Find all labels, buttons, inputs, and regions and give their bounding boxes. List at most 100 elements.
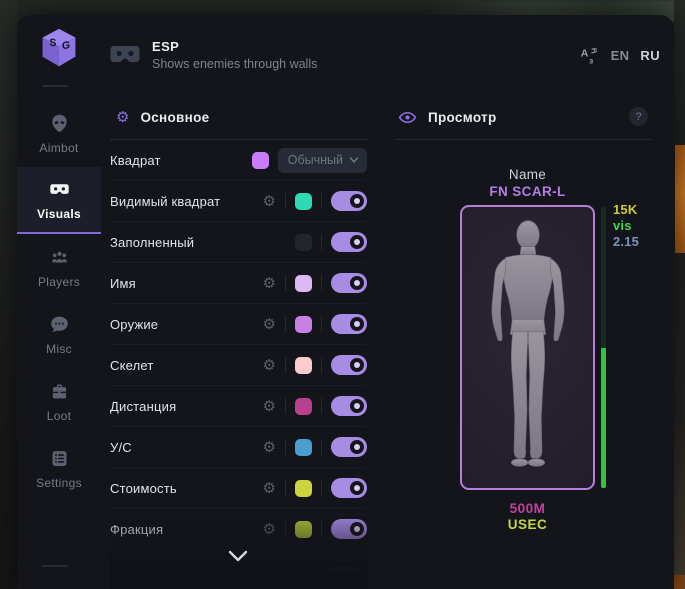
lang-en-button[interactable]: EN <box>610 47 630 63</box>
settings-row: Квадрат Обычный <box>110 140 367 181</box>
background-edge-left <box>0 0 17 589</box>
divider <box>285 521 286 537</box>
sidebar: S G Aimbot Visuals <box>17 15 101 589</box>
settings-list-icon <box>52 450 66 466</box>
toggle-switch[interactable] <box>331 191 367 211</box>
background-edge <box>674 0 685 589</box>
sidebar-item-aimbot[interactable]: Aimbot <box>17 100 101 167</box>
style-dropdown[interactable]: Обычный <box>277 147 367 173</box>
color-swatch[interactable] <box>295 315 312 333</box>
color-swatch[interactable] <box>295 233 312 251</box>
sidebar-nav: Aimbot Visuals <box>17 100 101 502</box>
vr-goggles-icon <box>49 183 69 194</box>
faded-next-toggle <box>325 567 361 587</box>
toggle-switch[interactable] <box>331 396 367 416</box>
divider <box>321 193 322 209</box>
settings-section-header: ⚙ Основное <box>110 95 367 140</box>
target-info: Name FN SCAR-L <box>395 167 660 199</box>
svg-text:G: G <box>62 39 70 52</box>
main-area: ESP Shows enemies through walls A з EN R… <box>101 15 674 589</box>
scroll-more-button[interactable] <box>226 549 250 565</box>
settings-row: Оружие ⚙ <box>110 304 367 345</box>
target-stats: 15K vis 2.15 <box>613 203 639 249</box>
sidebar-item-settings[interactable]: Settings <box>17 435 101 502</box>
color-swatch[interactable] <box>295 479 312 497</box>
gear-icon[interactable]: ⚙ <box>262 356 276 374</box>
gear-icon[interactable]: ⚙ <box>262 192 276 210</box>
target-name-label: Name <box>508 167 547 182</box>
gear-icon[interactable]: ⚙ <box>262 479 276 497</box>
background-orange-object <box>675 145 685 253</box>
color-swatch[interactable] <box>295 438 312 456</box>
target-faction-label: USEC <box>507 517 548 532</box>
alien-icon <box>51 114 67 132</box>
stat-distance: 2.15 <box>613 234 640 249</box>
settings-row: Дистанция ⚙ <box>110 386 367 427</box>
sidebar-item-label: Loot <box>46 408 72 423</box>
toggle-knob <box>350 317 364 331</box>
preview-stage: Name FN SCAR-L <box>395 140 651 589</box>
lang-ru-button[interactable]: RU <box>640 47 660 63</box>
color-swatch[interactable] <box>295 192 312 210</box>
sidebar-item-loot[interactable]: Loot <box>17 368 101 435</box>
divider <box>321 316 322 332</box>
help-button[interactable]: ? <box>629 107 648 126</box>
toggle-switch[interactable] <box>331 478 367 498</box>
sidebar-bottom-divider <box>42 565 68 567</box>
setting-label: Имя <box>110 275 136 291</box>
sidebar-item-label: Visuals <box>37 206 81 221</box>
settings-row: Скелет ⚙ <box>110 345 367 386</box>
toggle-knob <box>350 522 364 536</box>
settings-row: Фракция ⚙ <box>110 509 367 550</box>
settings-row: Заполненный <box>110 222 367 263</box>
toggle-switch[interactable] <box>331 232 367 252</box>
color-swatch[interactable] <box>295 520 312 538</box>
gear-icon[interactable]: ⚙ <box>262 315 276 333</box>
sidebar-item-visuals[interactable]: Visuals <box>17 167 101 234</box>
setting-label: Скелет <box>110 357 154 373</box>
eye-icon <box>398 111 417 123</box>
preview-section-title: Просмотр <box>428 109 497 125</box>
gear-icon[interactable]: ⚙ <box>262 397 276 415</box>
gear-icon[interactable]: ⚙ <box>262 438 276 456</box>
svg-text:A: A <box>580 47 588 59</box>
svg-text:з: з <box>589 55 593 65</box>
settings-row: Стоимость ⚙ <box>110 468 367 509</box>
sidebar-divider <box>42 85 68 87</box>
settings-rows: Квадрат Обычный Видимый квадрат ⚙ Заполн… <box>110 140 367 550</box>
sidebar-item-label: Players <box>37 274 81 289</box>
row-controls: ⚙ <box>263 519 367 539</box>
gear-icon[interactable]: ⚙ <box>262 520 276 538</box>
target-weapon-label: FN SCAR-L <box>489 184 566 199</box>
toggle-switch[interactable] <box>331 519 367 539</box>
color-swatch[interactable] <box>295 397 312 415</box>
toggle-knob <box>350 235 364 249</box>
setting-label: У/С <box>110 439 132 455</box>
esp-goggles-icon <box>110 46 140 62</box>
toggle-switch[interactable] <box>331 437 367 457</box>
gear-icon[interactable]: ⚙ <box>262 274 276 292</box>
preview-section-header: Просмотр ? <box>395 95 651 140</box>
sidebar-item-players[interactable]: Players <box>17 234 101 301</box>
header-texts: ESP Shows enemies through walls <box>152 39 317 71</box>
divider <box>285 275 286 291</box>
color-swatch[interactable] <box>295 356 312 374</box>
health-bar-fill <box>601 347 606 488</box>
sidebar-item-label: Settings <box>36 475 82 490</box>
divider <box>285 439 286 455</box>
settings-row: Имя ⚙ <box>110 263 367 304</box>
setting-label: Квадрат <box>110 152 161 168</box>
setting-label: Заполненный <box>110 234 195 250</box>
row-controls: ⚙ <box>263 437 367 457</box>
toggle-switch[interactable] <box>331 355 367 375</box>
sidebar-item-misc[interactable]: Misc <box>17 301 101 368</box>
divider <box>285 480 286 496</box>
toggle-switch[interactable] <box>331 273 367 293</box>
row-controls: ⚙ <box>263 396 367 416</box>
color-swatch[interactable] <box>295 274 312 292</box>
players-group-icon <box>51 251 67 263</box>
color-swatch[interactable] <box>251 151 269 169</box>
toggle-switch[interactable] <box>331 314 367 334</box>
stat-visibility: vis <box>613 218 632 233</box>
translate-icon: A з <box>580 47 597 65</box>
